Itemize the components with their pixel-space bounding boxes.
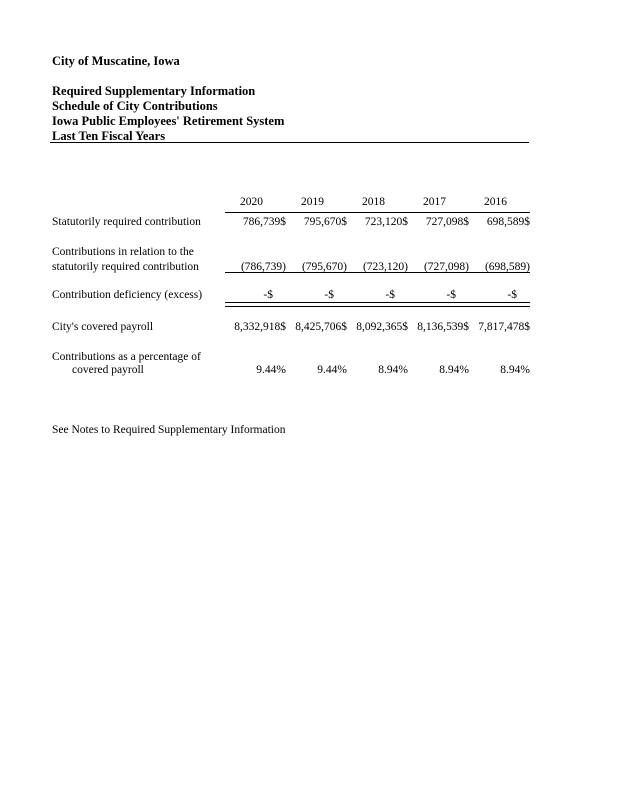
deficiency-row-double-underline — [225, 301, 530, 307]
cell-value: 723,120$ — [364, 216, 408, 228]
report-title-line-4: Last Ten Fiscal Years — [52, 129, 166, 143]
cell-value: -$ — [446, 288, 456, 301]
cell-value: 8,425,706$ — [295, 320, 347, 333]
cell-value: (723,120) — [362, 261, 408, 273]
cell-value: 795,670$ — [303, 216, 347, 228]
cell-value: 8,332,918$ — [234, 320, 286, 333]
row-label: covered payroll — [72, 363, 144, 376]
year-header-2018: 2018 — [362, 196, 385, 208]
cell-value: 698,589$ — [486, 216, 530, 228]
row-label: Contributions in relation to the — [52, 246, 194, 258]
label-column-spacer — [52, 196, 225, 209]
cell-value: 8.94% — [439, 363, 469, 376]
year-header-2017: 2017 — [423, 196, 446, 208]
report-title-line-2: Schedule of City Contributions — [52, 99, 218, 113]
cell-value: (795,670) — [301, 261, 347, 273]
cell-value: (698,589) — [484, 261, 530, 273]
table-row-contribution-deficiency: Contribution deficiency (excess) -$ -$ -… — [52, 289, 530, 302]
table-row-covered-payroll: City's covered payroll 8,332,918$ 8,425,… — [52, 321, 530, 334]
row-label: City's covered payroll — [52, 320, 154, 333]
cell-value: -$ — [324, 288, 334, 301]
cell-value: -$ — [263, 288, 273, 301]
cell-value: 9.44% — [317, 363, 347, 376]
row-label: Statutorily required contribution — [52, 216, 201, 228]
cell-value: 8,092,365$ — [356, 320, 408, 333]
year-header-2016: 2016 — [484, 196, 507, 208]
cell-value: (786,739) — [240, 261, 286, 273]
cell-value: 8.94% — [378, 363, 408, 376]
cell-value: -$ — [385, 288, 395, 301]
row-label: Contribution deficiency (excess) — [52, 288, 203, 301]
table-row-statutorily-required: Statutorily required contribution 786,73… — [52, 216, 530, 229]
cell-value: 9.44% — [256, 363, 286, 376]
table-row-contribution-percentage-line2: covered payroll 9.44% 9.44% 8.94% 8.94% … — [52, 364, 530, 377]
org-name: City of Muscatine, Iowa — [52, 54, 180, 68]
year-header-2020: 2020 — [240, 196, 263, 208]
cell-value: 727,098$ — [425, 216, 469, 228]
row-label: statutorily required contribution — [52, 261, 199, 273]
cell-value: 7,817,478$ — [478, 320, 530, 333]
table-year-header-row: 2020 2019 2018 2017 2016 — [52, 196, 530, 209]
report-title-line-3: Iowa Public Employees' Retirement System — [52, 114, 285, 128]
row-label: Contributions as a percentage of — [52, 350, 201, 363]
cell-value: 8,136,539$ — [417, 320, 469, 333]
cell-value: 8.94% — [500, 363, 530, 376]
cell-value: -$ — [507, 288, 517, 301]
year-header-2019: 2019 — [301, 196, 324, 208]
report-title-line-1: Required Supplementary Information — [52, 84, 256, 98]
table-row-contributions-relation-line1: Contributions in relation to the — [52, 246, 530, 259]
contributions-row-underline — [225, 272, 530, 274]
see-notes-footnote: See Notes to Required Supplementary Info… — [52, 423, 286, 436]
cell-value: (727,098) — [423, 261, 469, 273]
header-divider-line — [50, 141, 529, 144]
table-row-contributions-relation-line2: statutorily required contribution (786,7… — [52, 261, 530, 274]
table-row-contribution-percentage-line1: Contributions as a percentage of — [52, 351, 530, 364]
cell-value: 786,739$ — [242, 216, 286, 228]
report-title-block: Required Supplementary Information Sched… — [52, 84, 284, 144]
year-header-underline — [225, 212, 530, 214]
